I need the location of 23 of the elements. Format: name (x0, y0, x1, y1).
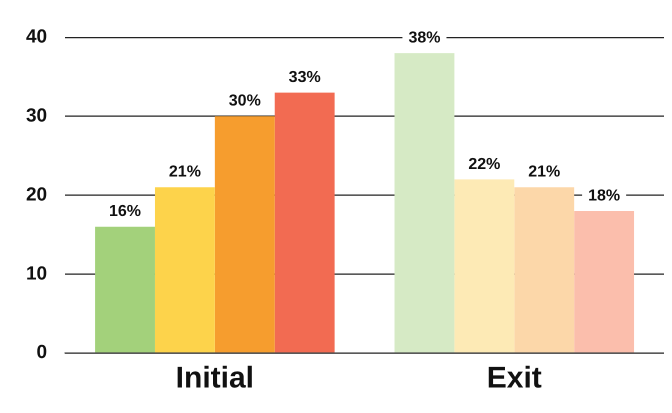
y-tick-label: 0 (36, 342, 48, 364)
bar (454, 179, 514, 352)
y-tick-label: 10 (26, 263, 48, 284)
bar (574, 210, 634, 352)
data-label: 16% (109, 203, 142, 220)
data-label: 22% (468, 156, 500, 173)
bar (274, 92, 335, 352)
bar (95, 226, 155, 352)
x-tick-label: Exit (486, 361, 542, 394)
bar (154, 187, 215, 352)
data-label: 18% (588, 187, 620, 204)
data-label: 21% (168, 164, 201, 181)
bar (394, 53, 454, 352)
bar (214, 116, 275, 352)
x-tick-label: Initial (176, 361, 254, 394)
data-label: 21% (528, 164, 560, 181)
y-tick-label: 40 (26, 26, 48, 48)
data-label: 38% (408, 30, 440, 47)
data-label: 33% (288, 69, 321, 86)
data-label: 30% (228, 92, 261, 110)
bar (514, 187, 574, 352)
y-tick-label: 30 (26, 106, 48, 127)
y-tick-label: 20 (26, 184, 48, 206)
